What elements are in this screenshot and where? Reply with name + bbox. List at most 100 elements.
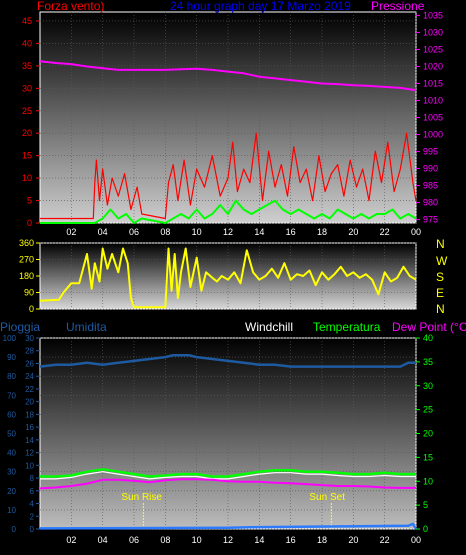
- direction-tick-label: 90: [24, 288, 34, 298]
- x-tick-label: 18: [317, 535, 327, 545]
- series-windchill-line: [40, 471, 416, 480]
- x-tick-label: 02: [66, 227, 76, 237]
- x-tick-label: 22: [380, 227, 390, 237]
- rain-tick-label: 30: [25, 334, 34, 343]
- direction-tick-label: 360: [19, 238, 34, 248]
- legend-temperatura: Temperatura: [313, 320, 381, 334]
- humidity-tick-label: 60: [7, 410, 16, 419]
- legend-pioggia: Pioggia: [0, 320, 40, 334]
- rain-tick-label: 16: [25, 423, 34, 432]
- chart-title: 24 hour graph day 17 Marzo 2019: [170, 0, 351, 13]
- rain-tick-label: 6: [30, 487, 35, 496]
- x-tick-label: 10: [192, 227, 202, 237]
- wind-average-line: [40, 199, 417, 224]
- right-tick-label: 1025: [423, 44, 443, 54]
- direction-tick-label: 180: [19, 271, 34, 281]
- temp-tick-label: 5: [423, 500, 428, 510]
- rain-tick-label: 28: [25, 347, 34, 356]
- x-tick-label: 08: [160, 535, 170, 545]
- compass-label-3: E: [436, 286, 444, 300]
- x-tick-label: 00: [411, 535, 421, 545]
- left-tick-label: 35: [22, 61, 32, 71]
- x-tick-label: 06: [129, 227, 139, 237]
- x-tick-label: 00: [411, 227, 421, 237]
- x-tick-label: 22: [380, 535, 390, 545]
- temp-tick-label: 30: [423, 381, 433, 391]
- humidity-tick-label: 0: [12, 525, 17, 534]
- legend-umidita: Umidita: [66, 320, 107, 334]
- humidity-tick-label: 30: [7, 468, 16, 477]
- x-tick-label: 04: [98, 227, 108, 237]
- series-umidita-line: [39, 353, 416, 368]
- sunrise-label: Sun Rise: [121, 492, 162, 503]
- temp-tick-label: 20: [423, 429, 433, 439]
- x-tick-label: 10: [192, 535, 202, 545]
- left-tick-label: 15: [22, 151, 32, 161]
- temp-tick-label: 10: [423, 476, 433, 486]
- x-tick-label: 16: [286, 535, 296, 545]
- legend-dewpoint: Dew Point (°C): [392, 320, 466, 334]
- pressure-line: [39, 60, 417, 92]
- x-tick-label: 08: [160, 227, 170, 237]
- series-temperatura-line: [40, 468, 416, 478]
- x-tick-label: 04: [98, 535, 108, 545]
- right-tick-label: 975: [423, 215, 438, 225]
- right-tick-label: 990: [423, 164, 438, 174]
- right-tick-label: 1005: [423, 113, 443, 123]
- wind-speed-line: [40, 132, 417, 220]
- right-tick-label: 1000: [423, 130, 443, 140]
- rain-tick-label: 2: [30, 512, 35, 521]
- left-axis-label: Forza vento): [37, 0, 104, 13]
- rain-tick-label: 20: [25, 398, 34, 407]
- humidity-tick-label: 100: [3, 334, 17, 343]
- direction-tick-label: 270: [19, 255, 34, 265]
- x-tick-label: 02: [66, 535, 76, 545]
- rain-tick-label: 0: [30, 525, 35, 534]
- left-tick-label: 25: [22, 106, 32, 116]
- rain-tick-label: 14: [25, 436, 34, 445]
- left-tick-label: 0: [27, 218, 32, 228]
- compass-label-4: N: [436, 302, 445, 316]
- right-tick-label: 985: [423, 181, 438, 191]
- legend-windchill: Windchill: [245, 320, 293, 334]
- x-tick-label: 12: [223, 227, 233, 237]
- x-tick-label: 06: [129, 535, 139, 545]
- left-tick-label: 5: [27, 196, 32, 206]
- direction-tick-label: 0: [29, 304, 34, 314]
- series-dew-point-line: [39, 478, 416, 490]
- right-tick-label: 995: [423, 147, 438, 157]
- humidity-tick-label: 80: [7, 372, 16, 381]
- x-tick-label: 16: [286, 227, 296, 237]
- right-tick-label: 1020: [423, 61, 443, 71]
- rain-tick-label: 26: [25, 359, 34, 368]
- humidity-tick-label: 20: [7, 487, 16, 496]
- rain-tick-label: 12: [25, 449, 34, 458]
- compass-label-1: W: [436, 254, 448, 268]
- humidity-tick-label: 40: [7, 449, 16, 458]
- sunset-label: Sun Set: [309, 492, 345, 503]
- series-pioggia-line: [39, 522, 418, 530]
- x-tick-label: 12: [223, 535, 233, 545]
- right-axis-label: Pressione: [371, 0, 425, 13]
- right-tick-label: 1035: [423, 10, 443, 20]
- x-tick-label: 20: [348, 535, 358, 545]
- right-tick-label: 1015: [423, 78, 443, 88]
- rain-tick-label: 18: [25, 410, 34, 419]
- humidity-tick-label: 10: [7, 506, 16, 515]
- x-tick-label: 14: [254, 535, 264, 545]
- left-tick-label: 20: [22, 128, 32, 138]
- humidity-tick-label: 90: [7, 353, 16, 362]
- right-tick-label: 1030: [423, 27, 443, 37]
- left-tick-label: 40: [22, 38, 32, 48]
- x-tick-label: 20: [348, 227, 358, 237]
- rain-tick-label: 24: [25, 372, 34, 381]
- rain-tick-label: 4: [30, 500, 35, 509]
- left-tick-label: 45: [22, 16, 32, 26]
- rain-tick-label: 10: [25, 461, 34, 470]
- rain-tick-label: 22: [25, 385, 34, 394]
- right-tick-label: 980: [423, 198, 438, 208]
- left-tick-label: 30: [22, 83, 32, 93]
- temp-tick-label: 40: [423, 333, 433, 343]
- temp-tick-label: 35: [423, 357, 433, 367]
